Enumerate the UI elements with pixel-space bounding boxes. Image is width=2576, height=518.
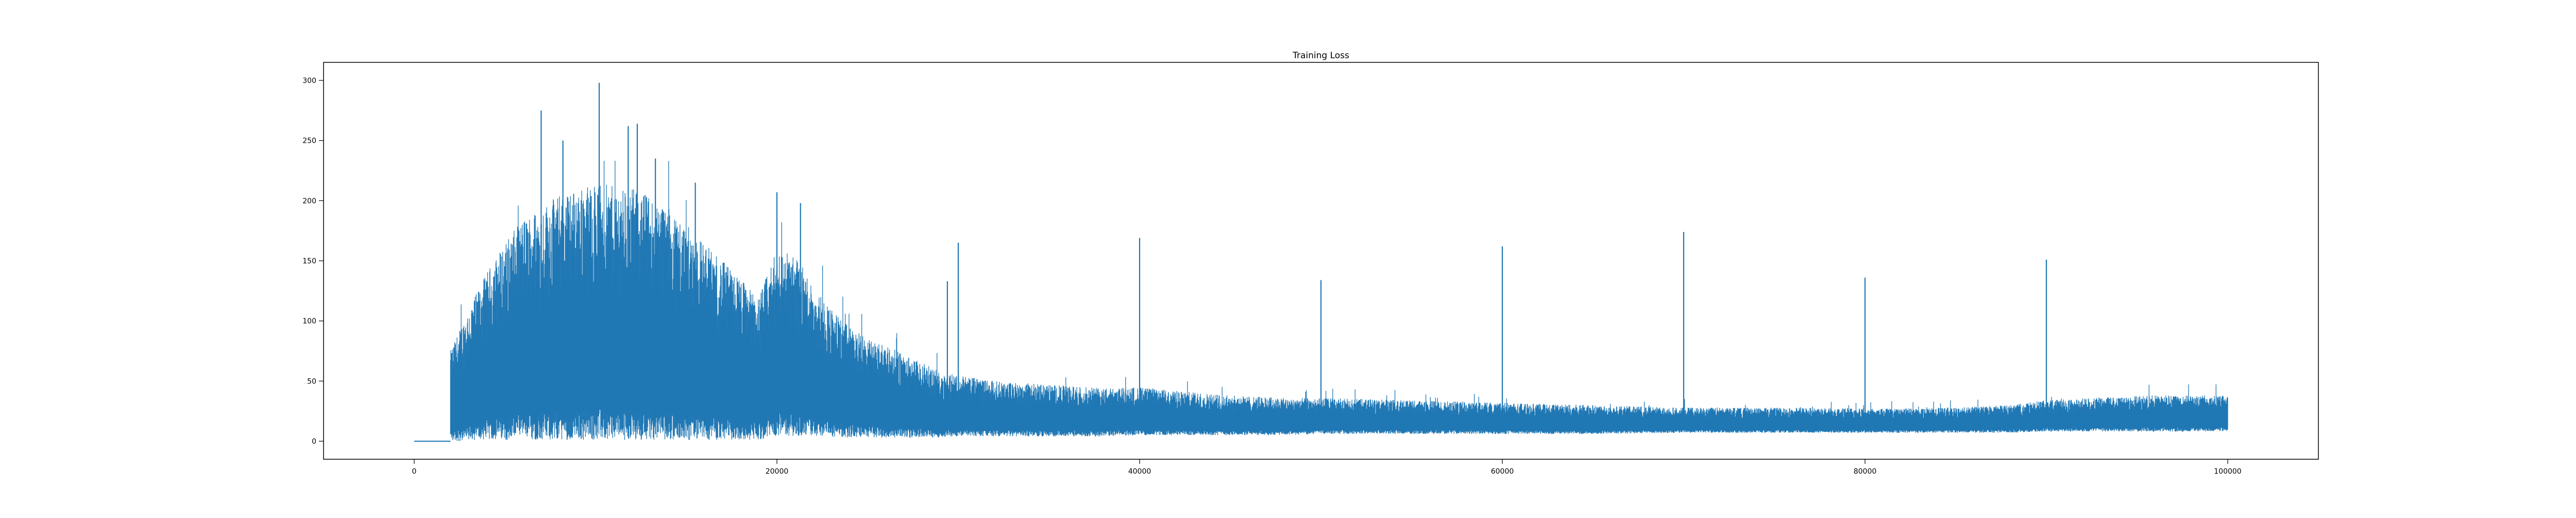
- y-tick-label: 250: [302, 137, 316, 145]
- y-tick-label: 300: [302, 77, 316, 85]
- y-tick-label: 200: [302, 197, 316, 205]
- x-tick-label: 80000: [1854, 467, 1877, 476]
- x-tick-label: 40000: [1128, 467, 1151, 476]
- x-tick-label: 100000: [2214, 467, 2241, 476]
- y-tick-label: 150: [302, 257, 316, 265]
- series-loss-trace: [450, 160, 2228, 441]
- y-tick-label: 100: [302, 318, 316, 326]
- chart-title: Training Loss: [1292, 51, 1349, 61]
- tick-layer: 0 20000 40000 60000 80000 100000 0 50 100 150 200 2…: [302, 77, 2241, 476]
- plot-area: [414, 82, 2228, 442]
- y-tick-label: 0: [312, 438, 316, 446]
- x-tick-label: 20000: [766, 467, 789, 476]
- x-tick-label: 0: [412, 467, 417, 476]
- series-loss: [414, 82, 2228, 442]
- x-tick-label: 60000: [1491, 467, 1514, 476]
- y-tick-label: 50: [307, 377, 316, 386]
